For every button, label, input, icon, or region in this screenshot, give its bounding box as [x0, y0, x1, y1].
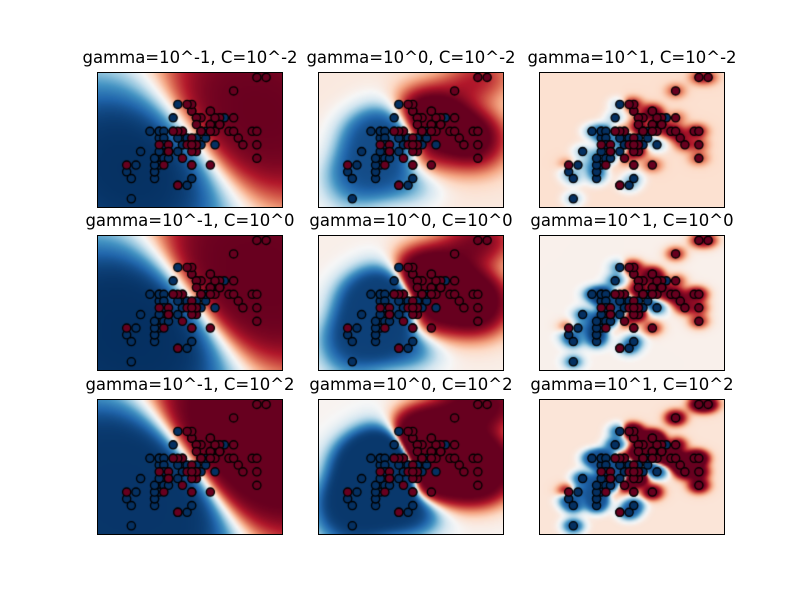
decision-surface-canvas: [539, 399, 725, 535]
subplot-title: gamma=10^1, C=10^0: [530, 211, 734, 230]
subplot-title: gamma=10^1, C=10^-2: [527, 48, 737, 67]
decision-surface-canvas: [539, 72, 725, 208]
subplot-gamma-0.1-c-1: gamma=10^-1, C=10^0: [85, 211, 295, 371]
subplot-title: gamma=10^-1, C=10^-2: [82, 48, 298, 67]
subplot-title: gamma=10^0, C=10^2: [309, 375, 513, 394]
subplot-title: gamma=10^-1, C=10^2: [85, 375, 295, 394]
decision-surface-canvas: [318, 235, 504, 371]
subplot-gamma-10-c-100: gamma=10^1, C=10^2: [530, 375, 734, 535]
subplot-gamma-10-c-0.01: gamma=10^1, C=10^-2: [527, 48, 737, 208]
subplot-gamma-1-c-100: gamma=10^0, C=10^2: [309, 375, 513, 535]
subplot-gamma-1-c-0.01: gamma=10^0, C=10^-2: [306, 48, 516, 208]
decision-surface-canvas: [318, 72, 504, 208]
decision-surface-canvas: [97, 399, 283, 535]
subplot-title: gamma=10^0, C=10^0: [309, 211, 513, 230]
decision-surface-canvas: [97, 72, 283, 208]
subplot-title: gamma=10^-1, C=10^0: [85, 211, 295, 230]
subplot-gamma-0.1-c-100: gamma=10^-1, C=10^2: [85, 375, 295, 535]
decision-surface-canvas: [318, 399, 504, 535]
subplot-gamma-1-c-1: gamma=10^0, C=10^0: [309, 211, 513, 371]
subplot-title: gamma=10^1, C=10^2: [530, 375, 734, 394]
subplot-gamma-0.1-c-0.01: gamma=10^-1, C=10^-2: [82, 48, 298, 208]
subplot-gamma-10-c-1: gamma=10^1, C=10^0: [530, 211, 734, 371]
decision-surface-canvas: [97, 235, 283, 371]
decision-surface-canvas: [539, 235, 725, 371]
subplot-title: gamma=10^0, C=10^-2: [306, 48, 516, 67]
